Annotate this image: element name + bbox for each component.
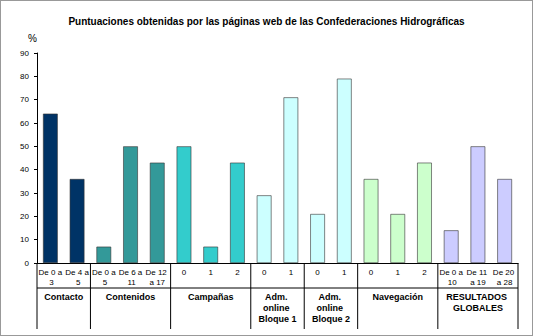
svg-text:80: 80: [20, 72, 29, 81]
svg-text:5: 5: [74, 278, 81, 287]
svg-text:Bloque 2: Bloque 2: [312, 314, 350, 324]
svg-text:De 6 a: De 6 a: [119, 268, 143, 277]
svg-text:60: 60: [20, 119, 29, 128]
svg-text:De 0 a: De 0 a: [92, 268, 116, 277]
svg-text:RESULTADOS: RESULTADOS: [446, 292, 509, 302]
svg-text:Adm.: Adm.: [318, 292, 343, 302]
svg-text:90: 90: [20, 49, 29, 58]
svg-text:Contacto: Contacto: [44, 292, 83, 302]
svg-text:a 17: a 17: [149, 278, 165, 287]
svg-text:Puntuaciones obtenidas por las: Puntuaciones obtenidas por las páginas w…: [68, 16, 465, 27]
svg-text:30: 30: [20, 189, 29, 198]
svg-text:3: 3: [47, 278, 54, 287]
svg-text:Campañas: Campañas: [188, 292, 234, 302]
svg-text:GLOBALES: GLOBALES: [453, 303, 503, 313]
svg-text:De 12: De 12: [145, 268, 169, 277]
svg-text:Contenidos: Contenidos: [106, 292, 156, 302]
svg-text:a 28: a 28: [497, 278, 513, 287]
svg-text:De 0 a: De 0 a: [439, 268, 463, 277]
svg-text:a 19: a 19: [470, 278, 486, 287]
svg-text:Navegación: Navegación: [372, 292, 423, 302]
svg-text:1: 1: [289, 268, 294, 277]
svg-text:0: 0: [182, 268, 187, 277]
svg-text:5: 5: [100, 278, 107, 287]
svg-text:1: 1: [396, 268, 401, 277]
svg-text:0: 0: [315, 268, 320, 277]
svg-text:Adm.: Adm.: [265, 292, 290, 302]
svg-text:10: 10: [446, 278, 458, 287]
svg-text:40: 40: [20, 165, 29, 174]
svg-text:De 0 a: De 0 a: [39, 268, 63, 277]
svg-text:0: 0: [369, 268, 374, 277]
svg-text:1: 1: [342, 268, 347, 277]
svg-text:20: 20: [20, 212, 29, 221]
svg-text:50: 50: [20, 142, 29, 151]
svg-text:0: 0: [262, 268, 267, 277]
svg-text:Bloque 1: Bloque 1: [258, 314, 296, 324]
svg-text:De 11: De 11: [466, 268, 489, 277]
svg-text:De 20: De 20: [493, 268, 517, 277]
svg-text:11: 11: [125, 278, 136, 287]
svg-text:2: 2: [235, 268, 240, 277]
svg-text:online: online: [316, 303, 345, 313]
svg-text:1: 1: [208, 268, 213, 277]
svg-text:2: 2: [422, 268, 427, 277]
svg-text:online: online: [263, 303, 292, 313]
svg-text:0: 0: [25, 259, 30, 268]
svg-text:%: %: [28, 33, 37, 44]
svg-text:10: 10: [20, 235, 29, 244]
svg-text:De 4 a: De 4 a: [65, 268, 89, 277]
svg-text:70: 70: [20, 95, 29, 104]
